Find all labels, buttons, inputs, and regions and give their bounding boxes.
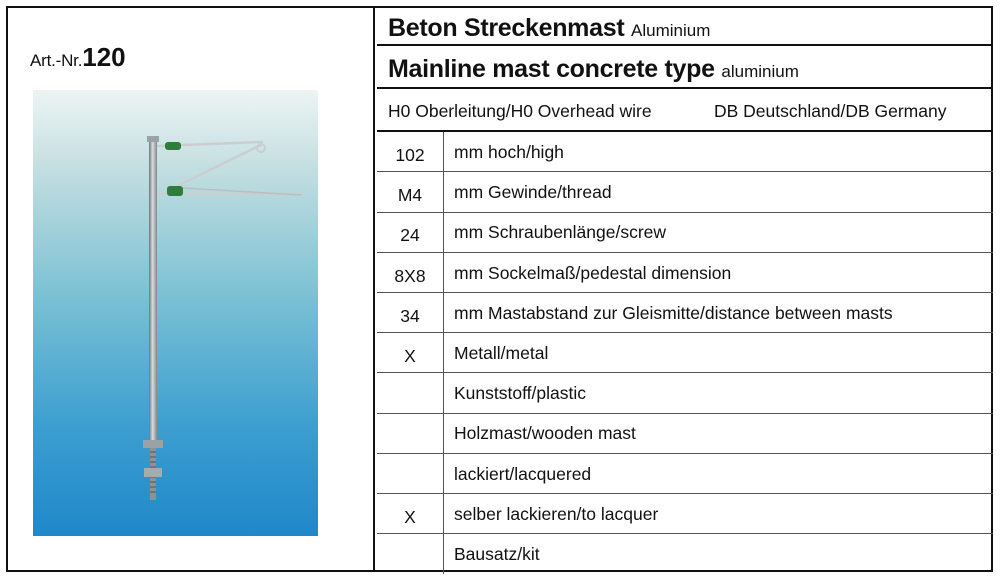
spec-label: Holzmast/wooden mast (454, 423, 636, 444)
title-english: Mainline mast concrete type aluminium (388, 55, 799, 84)
spec-label: mm Sockelmaß/pedestal dimension (454, 262, 732, 283)
product-sheet: Art.-Nr.120 (6, 6, 993, 575)
spec-row: X Metall/metal (377, 333, 993, 374)
title-english-main: Mainline mast concrete type (388, 55, 715, 83)
subtitle-country: DB Deutschland/DB Germany (714, 101, 947, 121)
spec-value (377, 413, 444, 453)
spec-value: 24 (377, 212, 444, 252)
article-prefix: Art.-Nr. (30, 51, 83, 70)
spec-row: 102 mm hoch/high (377, 132, 993, 173)
title-english-row: Mainline mast concrete type aluminium (377, 46, 993, 89)
spec-label: mm Gewinde/thread (454, 182, 612, 203)
spec-value (377, 453, 444, 493)
article-number-value: 120 (82, 42, 126, 72)
subtitle-row: H0 Oberleitung/H0 Overhead wire DB Deuts… (377, 89, 993, 132)
spec-value: 102 (377, 132, 444, 172)
article-number: Art.-Nr.120 (30, 42, 126, 73)
spec-row: lackiert/lacquered (377, 453, 993, 494)
title-german-row: Beton Streckenmast Aluminium (377, 8, 993, 46)
spec-label: Bausatz/kit (454, 544, 540, 564)
spec-label: mm Schraubenlänge/screw (454, 222, 667, 243)
spec-row: 34 mm Mastabstand zur Gleismitte/distanc… (377, 292, 993, 334)
spec-label: lackiert/lacquered (454, 463, 592, 484)
spec-label: Metall/metal (454, 343, 549, 363)
subtitle-wire: H0 Oberleitung/H0 Overhead wire (388, 101, 652, 121)
title-english-material: aluminium (721, 62, 799, 81)
spec-value: M4 (377, 172, 444, 212)
spec-rows: 102 mm hoch/high M4 mm Gewinde/thread 24… (377, 132, 993, 575)
spec-row: 24 mm Schraubenlänge/screw (377, 212, 993, 253)
left-panel: Art.-Nr.120 (8, 8, 375, 570)
spec-row: Bausatz/kit (377, 534, 993, 575)
spec-label: Kunststoff/plastic (454, 383, 586, 404)
spec-value (377, 373, 444, 413)
product-photo (33, 90, 318, 536)
spec-value: 8X8 (377, 252, 444, 292)
spec-value: 34 (377, 292, 444, 333)
spec-label: mm hoch/high (454, 142, 564, 162)
spec-label: mm Mastabstand zur Gleismitte/distance b… (454, 302, 893, 323)
spec-row: 8X8 mm Sockelmaß/pedestal dimension (377, 252, 993, 293)
spec-value: X (377, 493, 444, 534)
spec-label: selber lackieren/to lacquer (454, 503, 659, 524)
title-german-material: Aluminium (631, 21, 711, 40)
spec-row: Holzmast/wooden mast (377, 413, 993, 454)
title-german-main: Beton Streckenmast (388, 14, 625, 42)
spec-table: Beton Streckenmast Aluminium Mainline ma… (377, 8, 993, 575)
spec-row: Kunststoff/plastic (377, 373, 993, 414)
spec-row: X selber lackieren/to lacquer (377, 493, 993, 535)
spec-value (377, 534, 444, 575)
mast-icon (143, 136, 302, 500)
title-german: Beton Streckenmast Aluminium (388, 14, 710, 43)
spec-value: X (377, 333, 444, 373)
spec-row: M4 mm Gewinde/thread (377, 172, 993, 213)
